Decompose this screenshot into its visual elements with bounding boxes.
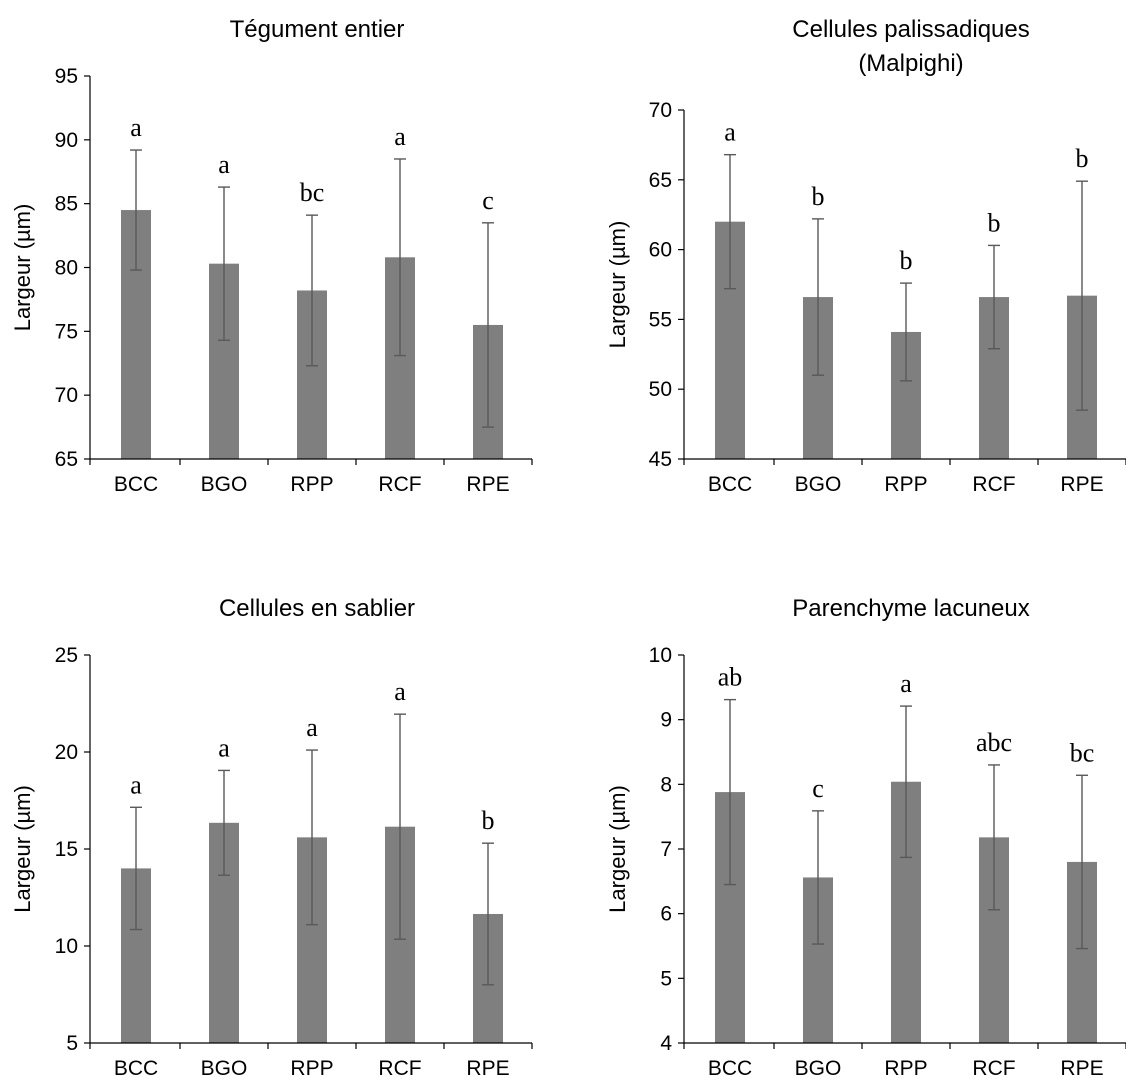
y-tick-label: 8 xyxy=(660,773,672,796)
y-axis-label: Largeur (µm) xyxy=(10,204,35,332)
chart-title: Parenchyme lacuneux xyxy=(792,595,1029,622)
significance-letter: bc xyxy=(300,178,325,207)
x-tick-label: BGO xyxy=(795,1057,842,1077)
significance-letter: a xyxy=(218,733,230,762)
x-tick-label: BGO xyxy=(201,473,248,496)
significance-letter: c xyxy=(812,774,824,803)
significance-letter: a xyxy=(130,113,142,142)
y-axis-label: Largeur (µm) xyxy=(605,221,630,349)
significance-letter: b xyxy=(900,246,913,275)
y-tick-label: 65 xyxy=(55,448,78,471)
y-tick-label: 5 xyxy=(66,1032,78,1055)
significance-letter: ab xyxy=(718,663,743,692)
x-tick-label: BGO xyxy=(795,473,842,496)
significance-letter: abc xyxy=(976,728,1012,757)
y-tick-label: 75 xyxy=(55,320,78,343)
chart-title: (Malpighi) xyxy=(858,50,963,77)
x-tick-label: RPP xyxy=(884,473,927,496)
y-tick-label: 70 xyxy=(55,384,78,407)
x-tick-label: BCC xyxy=(114,473,158,496)
significance-letter: a xyxy=(394,122,406,151)
chart-title: Cellules en sablier xyxy=(219,595,415,622)
x-tick-label: RCF xyxy=(972,473,1015,496)
chart-panel-4: Parenchyme lacuneux Largeur (µm) ab BCC c BGO… xyxy=(605,595,1126,1077)
x-tick-label: BCC xyxy=(708,1057,752,1077)
significance-letter: a xyxy=(724,118,736,147)
y-tick-label: 7 xyxy=(660,838,672,861)
x-tick-label: RPE xyxy=(1060,473,1103,496)
x-tick-label: BCC xyxy=(114,1057,158,1077)
y-axis-label: Largeur (µm) xyxy=(10,785,35,913)
chart-panel-3: Cellules en sablier Largeur (µm) a BCC a BGO a… xyxy=(10,595,533,1077)
y-tick-label: 6 xyxy=(660,903,672,926)
x-tick-label: RCF xyxy=(972,1057,1015,1077)
x-tick-label: RCF xyxy=(378,473,421,496)
y-tick-label: 60 xyxy=(649,239,672,262)
x-tick-label: RPE xyxy=(1060,1057,1103,1077)
chart-panel-2: Cellules palissadiques (Malpighi) Largeur … xyxy=(605,16,1126,496)
x-tick-label: RCF xyxy=(378,1057,421,1077)
y-tick-label: 65 xyxy=(649,169,672,192)
significance-letter: b xyxy=(482,806,495,835)
significance-letter: c xyxy=(482,186,494,215)
significance-letter: a xyxy=(218,150,230,179)
y-tick-label: 15 xyxy=(55,838,78,861)
significance-letter: b xyxy=(1076,144,1089,173)
significance-letter: b xyxy=(812,182,825,211)
chart-title: Cellules palissadiques xyxy=(792,16,1029,43)
x-tick-label: RPE xyxy=(466,473,509,496)
chart-title: Tégument entier xyxy=(230,16,405,43)
chart-panel-1: Tégument entier Largeur (µm) a BCC a BGO bc RPP… xyxy=(10,16,533,496)
y-tick-label: 20 xyxy=(55,741,78,764)
y-tick-label: 5 xyxy=(660,967,672,990)
significance-letter: a xyxy=(306,713,318,742)
significance-letter: a xyxy=(394,677,406,706)
y-tick-label: 70 xyxy=(649,99,672,122)
x-tick-label: RPE xyxy=(466,1057,509,1077)
y-tick-label: 10 xyxy=(55,935,78,958)
significance-letter: b xyxy=(988,208,1001,237)
y-tick-label: 9 xyxy=(660,709,672,732)
significance-letter: bc xyxy=(1070,738,1095,767)
y-tick-label: 25 xyxy=(55,644,78,667)
y-tick-label: 85 xyxy=(55,193,78,216)
y-tick-label: 55 xyxy=(649,308,672,331)
x-tick-label: RPP xyxy=(290,473,333,496)
x-tick-label: BGO xyxy=(201,1057,248,1077)
x-tick-label: RPP xyxy=(884,1057,927,1077)
y-tick-label: 4 xyxy=(660,1032,672,1055)
y-tick-label: 10 xyxy=(649,644,672,667)
y-tick-label: 80 xyxy=(55,257,78,280)
y-axis-label: Largeur (µm) xyxy=(605,785,630,913)
y-tick-label: 45 xyxy=(649,448,672,471)
x-tick-label: RPP xyxy=(290,1057,333,1077)
x-tick-label: BCC xyxy=(708,473,752,496)
y-tick-label: 50 xyxy=(649,378,672,401)
significance-letter: a xyxy=(900,669,912,698)
significance-letter: a xyxy=(130,770,142,799)
y-tick-label: 90 xyxy=(55,129,78,152)
y-tick-label: 95 xyxy=(55,65,78,88)
